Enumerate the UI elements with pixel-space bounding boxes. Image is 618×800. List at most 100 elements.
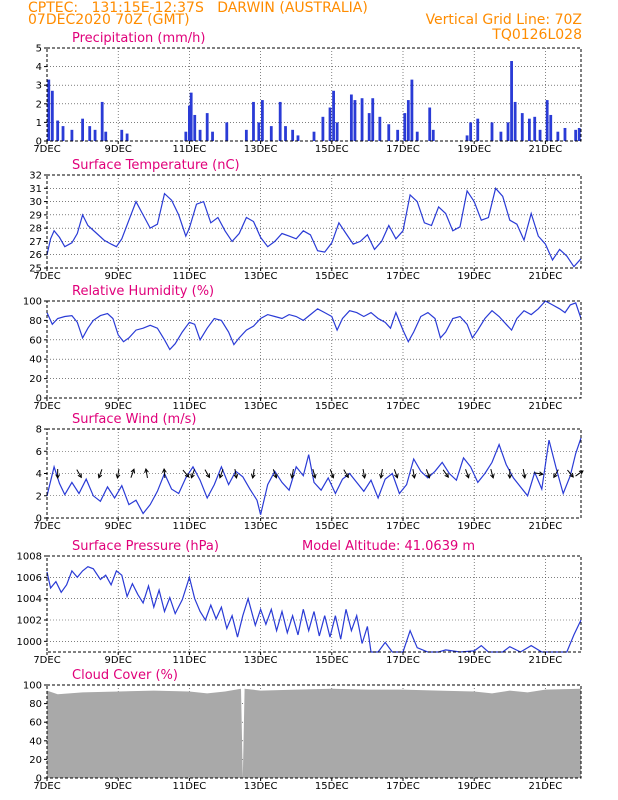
- precip-bar: [269, 126, 273, 141]
- precip-bar: [296, 135, 300, 141]
- x-tick-label: 17DEC: [386, 401, 420, 412]
- y-tick-label: 2: [36, 491, 42, 502]
- x-tick-label: 17DEC: [386, 521, 420, 532]
- wind-vector: [144, 468, 149, 479]
- wind-vector: [343, 469, 349, 479]
- y-tick-label: 4: [36, 62, 42, 73]
- precip-bar: [476, 118, 480, 141]
- x-tick-label: 15DEC: [315, 401, 349, 412]
- precip-bar: [577, 127, 581, 141]
- precip-bar: [513, 101, 517, 141]
- x-tick-label: 7DEC: [33, 401, 60, 412]
- precip-bar: [549, 114, 553, 141]
- precip-bar: [193, 114, 197, 141]
- x-tick-label: 11DEC: [173, 521, 207, 532]
- x-tick-label: 9DEC: [105, 521, 132, 532]
- header-station: CPTEC: 131:15E-12:37S DARWIN (AUSTRALIA): [28, 0, 368, 16]
- y-tick-label: 1004: [17, 594, 42, 605]
- wind-vector: [204, 469, 210, 479]
- x-tick-label: 21DEC: [529, 781, 563, 792]
- wind-vector: [76, 469, 82, 479]
- precip-bar: [520, 113, 524, 141]
- panel-title: Cloud Cover (%): [72, 668, 178, 683]
- y-tick-label: 1002: [17, 616, 42, 627]
- precip-bar: [387, 124, 391, 141]
- x-tick-label: 9DEC: [105, 144, 132, 155]
- precip-bar: [556, 131, 560, 141]
- x-tick-label: 17DEC: [386, 781, 420, 792]
- precip-bar: [360, 98, 364, 141]
- y-tick-label: 1: [36, 118, 42, 129]
- precip-bar: [184, 131, 188, 141]
- y-tick-label: 60: [29, 718, 42, 729]
- y-tick-label: 100: [23, 681, 42, 692]
- x-tick-label: 21DEC: [529, 144, 563, 155]
- y-tick-label: 80: [29, 699, 42, 710]
- x-tick-label: 13DEC: [244, 521, 278, 532]
- precip-bar: [100, 101, 104, 141]
- x-tick-label: 15DEC: [315, 781, 349, 792]
- panel-title: Precipitation (mm/h): [72, 31, 205, 46]
- panel-frame: [46, 174, 582, 269]
- wind-vector: [567, 469, 574, 478]
- precip-bar: [378, 116, 382, 141]
- wind-vector: [553, 469, 559, 479]
- precip-bar: [428, 107, 432, 141]
- y-tick-label: 0: [36, 137, 42, 148]
- x-tick-label: 9DEC: [105, 401, 132, 412]
- wind-vector: [329, 469, 335, 479]
- precip-bar: [490, 122, 494, 141]
- series-line: [46, 187, 582, 268]
- x-tick-label: 17DEC: [386, 144, 420, 155]
- x-tick-label: 21DEC: [529, 271, 563, 282]
- precip-bar: [353, 100, 357, 141]
- wind-vector: [490, 469, 495, 479]
- wind-vector: [465, 469, 470, 479]
- precip-bar: [506, 122, 510, 141]
- wind-vector: [250, 468, 256, 479]
- panel-5: 0 20 40 60 80 100 7DEC 9DEC 11DEC 13DEC 15DEC 17DEC…: [23, 668, 582, 792]
- panel-3: 0 2 4 6 8 7DEC 9DEC 11DEC 13DEC 15DEC 17DEC 19DEC 21…: [33, 412, 584, 532]
- y-tick-label: 20: [29, 374, 42, 385]
- x-tick-label: 21DEC: [529, 521, 563, 532]
- x-tick-label: 19DEC: [457, 144, 491, 155]
- x-tick-label: 11DEC: [173, 401, 207, 412]
- precip-bar: [406, 100, 410, 141]
- y-tick-label: 1006: [17, 573, 42, 584]
- header-model-id: TQ0126L028: [492, 27, 582, 43]
- panel-title: Surface Wind (m/s): [72, 412, 196, 427]
- x-tick-label: 11DEC: [173, 655, 207, 666]
- wind-vector: [272, 469, 278, 479]
- wind-vector: [130, 468, 136, 478]
- precip-bar: [431, 129, 435, 141]
- panel-title: Surface Temperature (nC): [72, 158, 240, 173]
- precip-bar: [120, 129, 124, 141]
- panel-0: 0 1 2 3 4 5 7DEC 9DEC 11DEC 13DEC 15DEC 17DEC 19DEC 2…: [33, 31, 582, 155]
- y-tick-label: 25: [29, 264, 42, 275]
- precip-bar: [371, 98, 375, 141]
- series-line: [46, 566, 582, 653]
- x-tick-label: 21DEC: [529, 655, 563, 666]
- x-tick-label: 11DEC: [173, 781, 207, 792]
- x-tick-label: 19DEC: [457, 401, 491, 412]
- precip-bar: [349, 94, 353, 141]
- y-tick-label: 28: [29, 224, 42, 235]
- y-tick-label: 40: [29, 355, 42, 366]
- y-tick-label: 100: [23, 297, 42, 308]
- x-tick-label: 21DEC: [529, 401, 563, 412]
- x-tick-label: 11DEC: [173, 144, 207, 155]
- x-tick-label: 13DEC: [244, 271, 278, 282]
- x-tick-label: 7DEC: [33, 144, 60, 155]
- precip-bar: [403, 113, 407, 141]
- precip-bar: [284, 126, 287, 141]
- cloud-cover-area: [47, 688, 581, 778]
- wind-vector: [425, 469, 431, 479]
- y-tick-label: 6: [36, 447, 42, 458]
- wind-vector: [233, 468, 239, 479]
- wind-vector: [218, 469, 224, 479]
- y-tick-label: 8: [36, 425, 42, 436]
- y-tick-label: 31: [29, 184, 42, 195]
- panel-frame: [46, 555, 582, 653]
- panel-frame: [46, 684, 582, 779]
- series-line: [46, 437, 582, 515]
